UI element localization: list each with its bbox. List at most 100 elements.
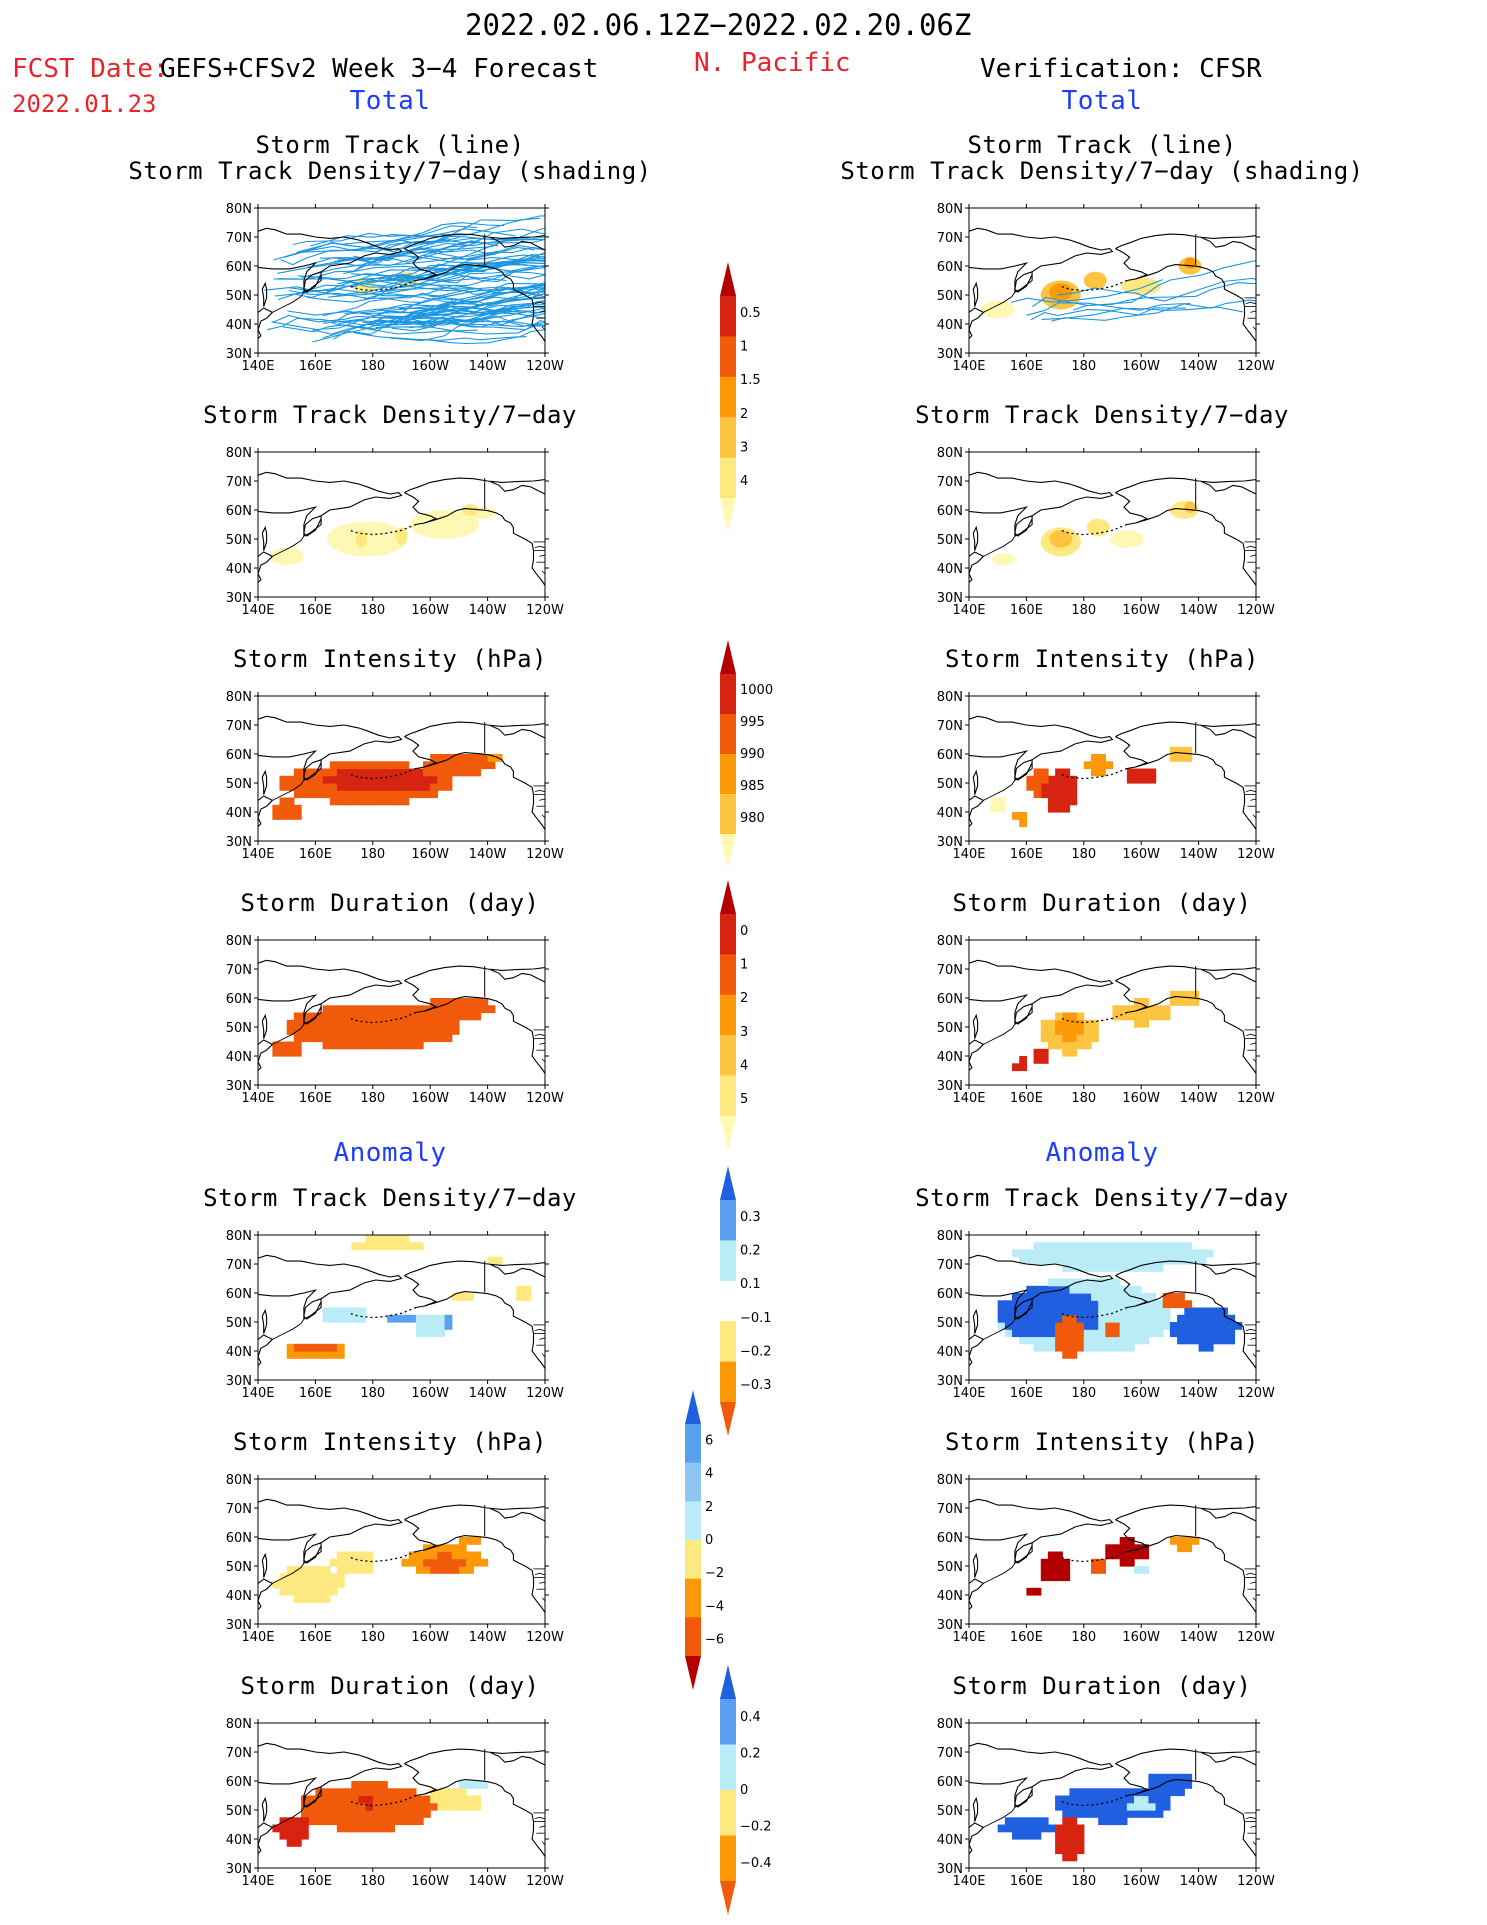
shade-cell (322, 1566, 331, 1574)
lon-tick-label: 120W (526, 1091, 564, 1106)
shade-cell (1062, 1019, 1071, 1028)
shade-cell (322, 1810, 331, 1818)
shade-cell (1162, 1012, 1171, 1021)
lat-tick-label: 40N (937, 1345, 963, 1360)
shade-cell (1083, 761, 1092, 770)
shade-cell (423, 1566, 431, 1574)
shade-cell (1134, 775, 1142, 784)
shade-cell (394, 761, 403, 770)
shade-cell (1047, 1249, 1056, 1258)
shade-cell (1126, 1264, 1135, 1272)
shade-cell (293, 1824, 302, 1833)
shade-cell (430, 1558, 438, 1567)
title-v2: Storm Track Density/7−day (915, 401, 1289, 429)
shade-cell (1105, 1285, 1114, 1294)
shade-cell (1105, 1242, 1114, 1251)
shade-cell (1076, 1336, 1085, 1345)
lon-tick-label: 160E (299, 847, 332, 862)
shade-cell (387, 1817, 395, 1826)
shade-cell (1191, 1307, 1200, 1316)
shade-cell (423, 1558, 431, 1567)
shade-cell (1141, 1566, 1149, 1574)
shade-cell (1141, 1795, 1149, 1804)
shade-cell (308, 775, 316, 784)
colorbar-segment (720, 1361, 736, 1403)
shade-cell (1062, 1034, 1071, 1043)
shade-cell (301, 1034, 309, 1043)
shade-cell (1184, 1336, 1193, 1345)
lat-tick-label: 30N (226, 1079, 252, 1094)
shade-cell (437, 754, 446, 762)
shade-cell (1076, 1256, 1085, 1265)
shade-cell (1062, 1351, 1071, 1359)
title-v3: Storm Intensity (hPa) (945, 645, 1259, 673)
shade-cell (329, 1573, 338, 1582)
shade-cell (423, 1005, 431, 1014)
shade-cell (1112, 1278, 1121, 1287)
shade-cell (372, 1795, 381, 1804)
shade-cell (293, 1012, 302, 1021)
colorbar-anomaly-track-density: 0.30.20.1−0.1−0.2−0.3 (720, 1166, 772, 1436)
shade-cell (1234, 1322, 1243, 1330)
shade-cell (1055, 1846, 1063, 1855)
shade-cell (1119, 1005, 1128, 1014)
shade-cell (997, 1307, 1006, 1316)
lon-tick-label: 180 (1071, 1874, 1096, 1889)
shade-cell (408, 1817, 417, 1826)
shade-cell (1055, 1824, 1063, 1833)
shade-cell (1148, 1293, 1157, 1301)
shade-cell (394, 790, 403, 799)
shade-cell (1177, 1256, 1185, 1265)
shade-cell (1076, 1242, 1085, 1251)
shade-cell (1004, 1329, 1013, 1338)
shade-cell (1105, 1278, 1114, 1287)
shade-cell (308, 783, 316, 791)
shade-cell (408, 1019, 417, 1028)
shade-cell (437, 1551, 446, 1560)
shade-cell (315, 1580, 324, 1589)
shade-cell (437, 1034, 446, 1043)
shade-cell (1098, 1300, 1106, 1309)
lon-tick-label: 160W (411, 1874, 449, 1889)
shade-cell (358, 1307, 367, 1316)
shade-cell (308, 768, 316, 777)
shade-cell (1004, 1314, 1013, 1323)
shade-cell (286, 1019, 295, 1028)
shade-cell (315, 775, 324, 784)
density-shade (355, 530, 367, 548)
lat-tick-label: 40N (226, 318, 252, 333)
colorbar-label: 0.2 (740, 1244, 761, 1259)
shade-cell (380, 1005, 388, 1014)
colorbar-segment (720, 1321, 736, 1363)
shade-cell (1141, 768, 1149, 777)
shade-cell (336, 1573, 345, 1582)
shade-cell (1134, 1322, 1142, 1330)
shade-cell (1126, 1242, 1135, 1251)
shade-cell (329, 1580, 338, 1589)
shade-cell (286, 783, 295, 791)
shade-cell (444, 1558, 453, 1567)
shade-cell (1119, 1249, 1128, 1258)
shade-cell (1177, 1293, 1185, 1301)
shade-cell (1026, 1293, 1035, 1301)
shade-cell (387, 790, 395, 799)
shade-cell (458, 1802, 467, 1811)
shade-cell (1047, 1256, 1056, 1265)
shade-cell (322, 1573, 331, 1582)
shade-cell (1105, 1329, 1114, 1338)
shade-cell (1026, 1256, 1035, 1265)
storm-track-line (339, 222, 505, 245)
lat-tick-label: 50N (937, 1804, 963, 1819)
shade-cell (380, 1810, 388, 1818)
shade-cell (430, 790, 438, 799)
shade-cell (1076, 1293, 1085, 1301)
colorbar-label: 2 (740, 991, 748, 1006)
shade-cell (1019, 1307, 1027, 1316)
title-f3: Storm Intensity (hPa) (233, 645, 547, 673)
shade-cell (1055, 1314, 1063, 1323)
shade-cell (1184, 1307, 1193, 1316)
shade-cell (480, 1005, 489, 1014)
shade-cell (1205, 1329, 1214, 1338)
shade-cell (1126, 1336, 1135, 1345)
lon-tick-label: 120W (1237, 1630, 1275, 1645)
